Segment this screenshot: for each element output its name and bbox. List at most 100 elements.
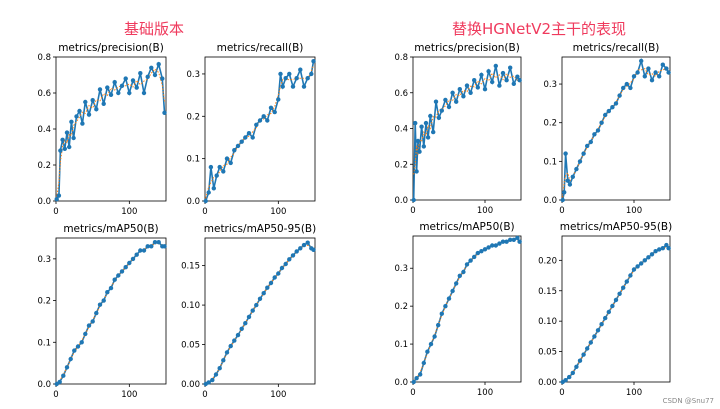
data-point bbox=[221, 169, 226, 174]
chart-2: metrics/mAP50(B) 0.0 0.1 0.2 0.3 0 100 bbox=[37, 223, 167, 400]
y-tick-label: 0.2 bbox=[37, 297, 51, 307]
data-point bbox=[585, 346, 590, 351]
y-tick-label: 0.0 bbox=[186, 197, 200, 207]
data-point bbox=[265, 118, 270, 123]
data-point bbox=[599, 322, 604, 327]
data-point bbox=[309, 71, 314, 77]
data-point bbox=[563, 378, 568, 383]
data-point bbox=[61, 373, 66, 378]
data-point bbox=[425, 135, 431, 140]
data-point bbox=[666, 70, 671, 75]
y-tick-label: 0.0 bbox=[543, 196, 557, 206]
data-point bbox=[664, 242, 669, 248]
data-point bbox=[585, 143, 590, 149]
y-tick-label: 0.1 bbox=[543, 157, 557, 167]
data-point bbox=[511, 81, 516, 87]
data-point bbox=[311, 247, 316, 252]
data-point bbox=[232, 148, 237, 153]
data-point bbox=[290, 253, 296, 258]
data-point bbox=[624, 279, 629, 284]
data-point bbox=[482, 87, 488, 92]
data-point bbox=[268, 105, 274, 111]
smoothed-line bbox=[413, 238, 520, 382]
data-point bbox=[62, 146, 67, 151]
data-point bbox=[439, 311, 444, 316]
data-point bbox=[599, 120, 604, 125]
data-point bbox=[149, 65, 154, 71]
data-point bbox=[105, 85, 110, 90]
data-point bbox=[305, 240, 310, 245]
y-tick-label: 0.2 bbox=[186, 112, 200, 122]
data-point bbox=[621, 85, 626, 91]
data-point bbox=[500, 70, 506, 76]
smoothed-line bbox=[205, 244, 314, 384]
data-point bbox=[90, 319, 95, 324]
data-point bbox=[621, 285, 626, 290]
x-tick-label: 0 bbox=[559, 388, 564, 398]
data-point bbox=[504, 78, 509, 83]
data-point bbox=[490, 243, 495, 248]
data-point bbox=[210, 377, 215, 383]
data-point bbox=[653, 249, 658, 254]
data-point bbox=[206, 380, 211, 385]
data-point bbox=[443, 97, 448, 103]
data-point bbox=[123, 265, 128, 270]
data-point bbox=[214, 173, 219, 178]
data-point bbox=[439, 108, 444, 113]
data-point bbox=[574, 364, 579, 369]
data-point bbox=[508, 237, 513, 242]
data-point bbox=[450, 90, 455, 96]
y-tick-label: 0.00 bbox=[181, 380, 200, 390]
data-point bbox=[239, 139, 244, 144]
data-point bbox=[613, 101, 619, 106]
data-point bbox=[79, 340, 84, 345]
data-point bbox=[239, 326, 244, 331]
y-tick-label: 0.4 bbox=[394, 125, 408, 135]
plot-frame bbox=[412, 235, 522, 383]
data-point bbox=[423, 120, 429, 126]
data-point bbox=[134, 252, 139, 257]
data-point bbox=[472, 78, 477, 83]
data-point bbox=[657, 74, 662, 79]
data-point bbox=[646, 255, 651, 260]
y-tick-label: 0.00 bbox=[538, 378, 557, 388]
data-point bbox=[411, 197, 416, 203]
data-point bbox=[657, 247, 662, 252]
data-point bbox=[261, 291, 266, 296]
data-point bbox=[613, 297, 619, 303]
plot-frame bbox=[561, 56, 671, 201]
data-point bbox=[112, 80, 117, 85]
data-point bbox=[228, 343, 233, 349]
data-point bbox=[108, 92, 114, 98]
data-point bbox=[305, 76, 310, 81]
data-point bbox=[69, 119, 74, 125]
data-point bbox=[86, 323, 92, 328]
data-point bbox=[138, 71, 143, 76]
y-tick-label: 0.15 bbox=[538, 287, 557, 297]
data-point bbox=[272, 109, 277, 115]
y-tick-label: 0.8 bbox=[394, 53, 408, 63]
data-point bbox=[67, 144, 72, 150]
data-point bbox=[486, 245, 491, 250]
data-point bbox=[570, 174, 575, 179]
y-tick-label: 0.20 bbox=[538, 256, 557, 266]
data-point bbox=[265, 285, 270, 290]
data-point bbox=[642, 258, 647, 263]
y-tick-label: 0.15 bbox=[181, 262, 200, 272]
data-point bbox=[660, 62, 665, 67]
y-tick-label: 0.2 bbox=[37, 161, 51, 171]
data-point bbox=[628, 85, 633, 91]
data-point bbox=[94, 310, 99, 316]
plot-frame bbox=[561, 235, 671, 383]
data-point bbox=[666, 246, 671, 251]
data-point bbox=[635, 70, 640, 75]
data-point bbox=[610, 105, 615, 110]
data-point bbox=[74, 114, 79, 119]
data-point bbox=[134, 85, 139, 90]
y-tick-label: 0.0 bbox=[37, 380, 51, 390]
y-tick-label: 0.10 bbox=[538, 317, 557, 327]
x-tick-label: 0 bbox=[202, 207, 207, 217]
data-point bbox=[517, 78, 522, 83]
data-point bbox=[162, 110, 167, 116]
data-point bbox=[468, 258, 473, 263]
